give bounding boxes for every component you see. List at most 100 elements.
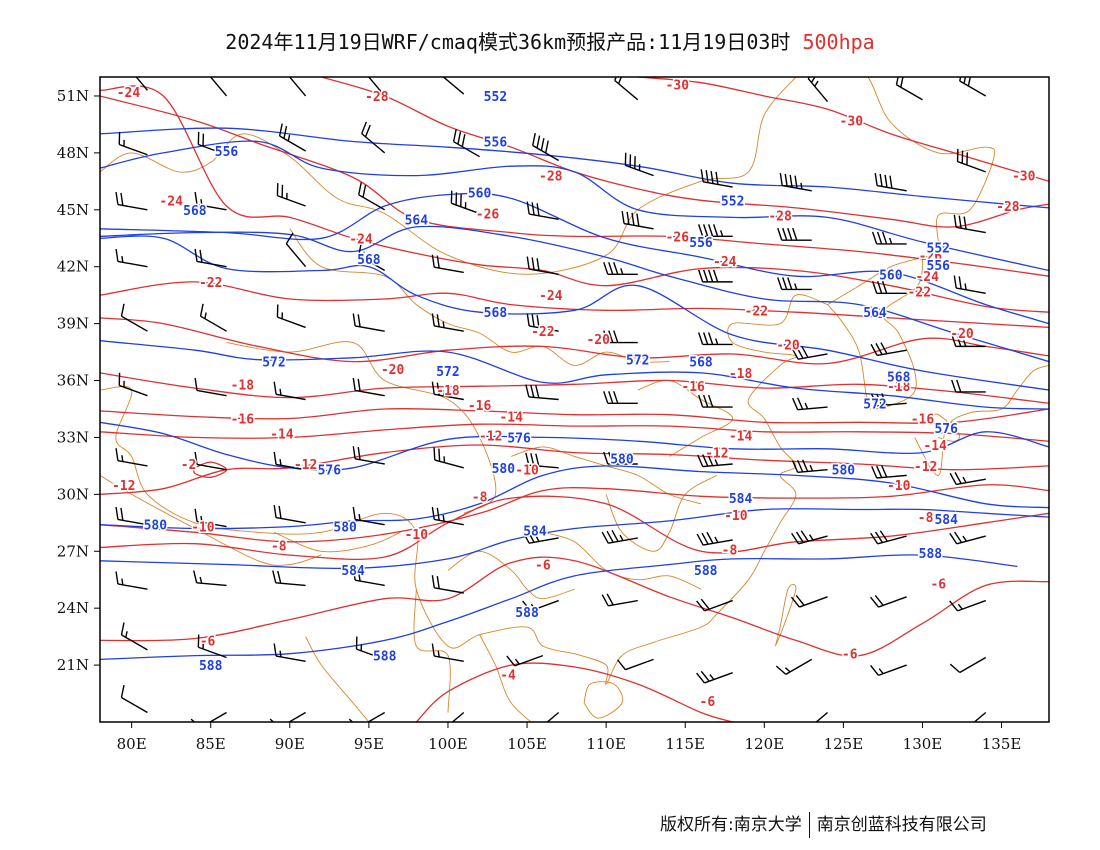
temperature-contour-label: -12 — [914, 460, 937, 475]
wind-barb — [624, 152, 654, 177]
temperature-contour-label: -6 — [700, 695, 716, 710]
height-contour-label: 556 — [484, 136, 508, 151]
title-level: 500hpa — [802, 30, 875, 54]
temperature-contour-label: -18 — [887, 380, 911, 395]
wind-barb — [614, 77, 639, 101]
wind-barb — [807, 77, 829, 103]
wind-barb — [525, 452, 559, 469]
temperature-contour-label: -4 — [500, 669, 516, 684]
temperature-contour-label: -20 — [381, 363, 405, 378]
temperature-contour-label: -6 — [200, 634, 216, 649]
wind-barb — [135, 77, 148, 91]
wind-barb — [698, 394, 733, 408]
height-contour-label: 576 — [318, 464, 342, 479]
height-contour-line — [100, 554, 1018, 661]
wind-barb — [352, 377, 385, 397]
temperature-contour-label: -28 — [996, 200, 1020, 215]
wind-barb — [777, 227, 812, 241]
temperature-contour-label: -24 — [915, 270, 939, 285]
wind-barb — [276, 304, 306, 329]
height-contour-label: 588 — [373, 650, 397, 665]
wind-barb — [522, 530, 559, 544]
height-contour-line — [100, 140, 1049, 272]
temperature-contour-label: -12 — [479, 430, 502, 445]
wind-barb — [791, 345, 828, 360]
temperature-contour-label: -6 — [842, 648, 858, 663]
temperature-contour-label: -16 — [231, 412, 255, 427]
wind-barb — [431, 313, 464, 332]
temperature-contour-label: -24 — [539, 289, 563, 304]
height-contour-label: 564 — [863, 306, 887, 321]
wind-barb — [431, 643, 464, 662]
wind-barb — [273, 381, 306, 401]
x-tick-label: 95E — [354, 735, 384, 753]
wind-barb — [792, 397, 828, 411]
temperature-contour-label: -8 — [722, 543, 738, 558]
borders-layer — [100, 77, 1049, 722]
wind-barb — [951, 379, 986, 393]
height-contour-line — [100, 235, 1049, 391]
temperature-contour-label: -26 — [666, 230, 690, 245]
wind-barb — [791, 530, 828, 545]
temperature-contour-line — [100, 372, 1049, 404]
temperature-contour-line — [100, 95, 1049, 277]
height-contour-label: 556 — [927, 259, 951, 274]
x-tick-label: 105E — [507, 735, 547, 753]
wind-barb — [358, 242, 386, 272]
height-contour-label: 576 — [507, 431, 531, 446]
height-contour-label: 552 — [927, 242, 950, 257]
temperature-contour-label: -24 — [117, 86, 141, 101]
wind-barb — [285, 232, 307, 268]
wind-barb — [525, 384, 559, 401]
temperature-contour-line — [321, 77, 1049, 228]
height-contour-label: 576 — [934, 422, 958, 437]
height-contour-label: 580 — [832, 464, 856, 479]
x-tick-label: 100E — [428, 735, 468, 753]
height-contour-label: 584 — [523, 524, 547, 539]
temperature-contour-label: -10 — [191, 521, 215, 536]
wind-barb — [272, 570, 306, 587]
wind-barb — [779, 172, 812, 192]
height-contour-line — [100, 127, 1049, 209]
wind-barb — [959, 77, 987, 97]
x-tick-label: 115E — [665, 735, 705, 753]
temperature-contour-line — [100, 556, 1049, 657]
height-contour-label: 572 — [626, 354, 649, 369]
wind-barb — [621, 210, 654, 230]
wind-barb — [870, 342, 907, 357]
height-contour-line — [100, 225, 1049, 363]
height-contour-line — [100, 508, 1049, 570]
temperature-contour-label: -14 — [270, 428, 294, 443]
temperature-contour-label: -8 — [918, 511, 934, 526]
height-contour-label: 568 — [183, 204, 207, 219]
height-contour-label: 572 — [863, 397, 886, 412]
height-contour-label: 552 — [721, 194, 744, 209]
wind-barb — [973, 711, 987, 722]
y-tick-label: 21N — [57, 656, 89, 674]
y-tick-label: 27N — [57, 542, 89, 560]
border-line — [305, 636, 370, 722]
border-line — [827, 257, 923, 410]
wind-barb — [118, 131, 148, 156]
wind-barb — [951, 334, 986, 348]
temperature-contour-label: -6 — [535, 559, 551, 574]
border-line — [289, 228, 670, 366]
wind-barb — [871, 465, 907, 479]
wind-barb — [194, 508, 227, 528]
wind-barb — [871, 281, 907, 294]
wind-barb — [526, 313, 559, 332]
temperature-contour-label: -24 — [159, 194, 183, 209]
height-contour-label: 556 — [689, 236, 713, 251]
x-tick-label: 125E — [824, 735, 864, 753]
temperature-contour-label: -8 — [472, 490, 488, 505]
x-tick-label: 110E — [586, 735, 626, 753]
x-tick-label: 80E — [117, 735, 147, 753]
wind-barb — [532, 132, 560, 162]
y-tick-label: 48N — [57, 144, 89, 162]
y-tick-label: 51N — [57, 87, 89, 105]
wind-barb — [696, 598, 733, 612]
border-line — [100, 386, 575, 655]
height-contour-label: 580 — [492, 462, 516, 477]
border-line — [914, 364, 1049, 476]
